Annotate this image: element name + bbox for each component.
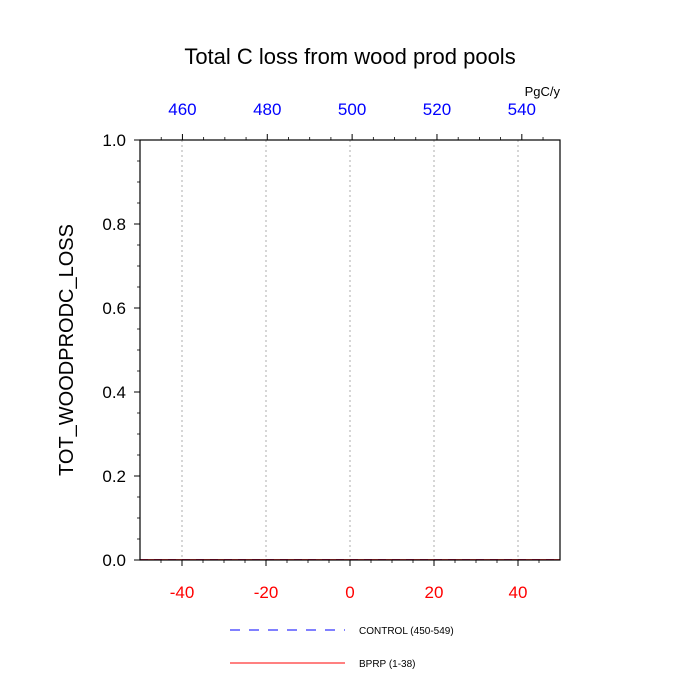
legend-label: CONTROL (450-549) bbox=[359, 626, 454, 637]
chart-title: Total C loss from wood prod pools bbox=[184, 44, 515, 69]
y-tick-label: 1.0 bbox=[102, 131, 126, 150]
x-tick-label: 20 bbox=[425, 583, 444, 602]
axes: -40 -20 0 20 40 460 480 500 520 540 0.0 0.2 0.4 0.6 0.… bbox=[102, 100, 561, 602]
y-tick-label: 0.4 bbox=[102, 383, 126, 402]
top-tick-label: 500 bbox=[338, 100, 366, 119]
top-tick-label: 520 bbox=[423, 100, 451, 119]
x-tick-label: -40 bbox=[170, 583, 195, 602]
y-tick-label: 0.8 bbox=[102, 215, 126, 234]
legend: CONTROL (450-549) BPRP (1-38) bbox=[230, 626, 454, 670]
top-tick-label: 480 bbox=[253, 100, 281, 119]
y-tick-label: 0.6 bbox=[102, 299, 126, 318]
units-label: PgC/y bbox=[525, 84, 561, 99]
y-tick-label: 0.2 bbox=[102, 467, 126, 486]
gridlines bbox=[181, 140, 519, 560]
legend-label: BPRP (1-38) bbox=[359, 659, 416, 670]
top-tick-label: 540 bbox=[508, 100, 536, 119]
x-tick-label: 0 bbox=[345, 583, 354, 602]
x-tick-label: 40 bbox=[509, 583, 528, 602]
y-tick-label: 0.0 bbox=[102, 551, 126, 570]
top-tick-label: 460 bbox=[168, 100, 196, 119]
x-tick-label: -20 bbox=[254, 583, 279, 602]
y-axis-label: TOT_WOODPRODC_LOSS bbox=[56, 224, 78, 476]
